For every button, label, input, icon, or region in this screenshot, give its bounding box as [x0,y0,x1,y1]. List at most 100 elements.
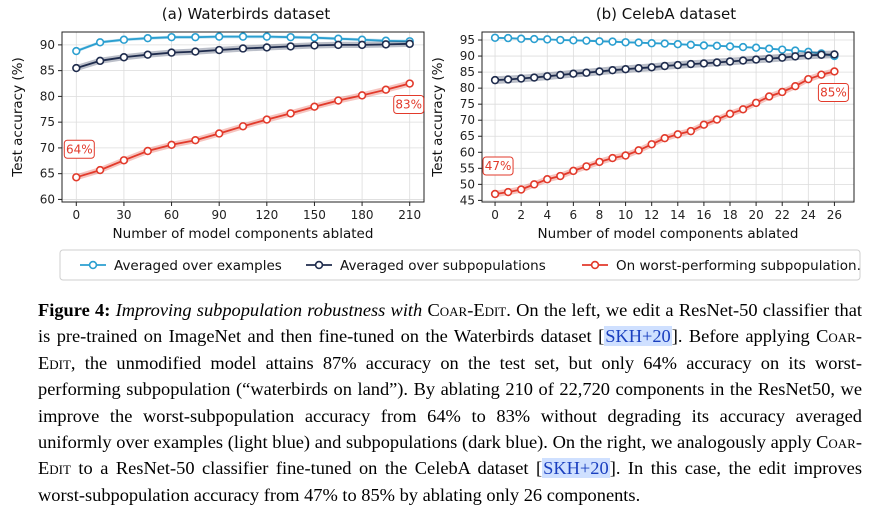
y-tick-label: 80 [40,89,55,103]
point-examples [764,44,774,53]
point-examples [310,33,319,42]
annotation-box [817,82,849,102]
y-tick-label: 90 [40,38,55,52]
annotation-label: 64% [66,142,93,156]
point-examples [530,34,539,44]
point-subpop [490,75,500,85]
point-subpop [530,73,539,82]
point-worst [647,140,656,149]
point-examples [634,38,643,47]
point-examples [738,42,748,52]
point-subpop [95,56,105,66]
caption-cite-1[interactable]: [SKH+20] [598,326,678,347]
point-examples [621,38,630,47]
point-worst [751,98,761,108]
band-examples [76,35,410,53]
y-tick-label: 80 [460,81,475,95]
point-subpop [751,55,761,64]
band-worst [495,68,835,198]
point-worst [381,85,391,94]
point-examples [214,32,224,41]
legend-marker-worst [590,260,600,270]
caption-cite-2[interactable]: [SKH+20] [536,458,616,479]
point-subpop [357,40,367,50]
point-worst [503,187,513,197]
point-subpop [72,63,81,73]
point-subpop [817,50,826,59]
plot-area [482,32,854,202]
point-worst [569,166,578,176]
point-subpop [191,47,200,56]
point-examples [569,36,578,45]
y-tick-label: 45 [460,193,475,207]
point-examples [556,35,565,45]
point-subpop [764,54,774,63]
caption-title: Improving subpopulation robustness with [115,300,423,320]
y-tick-label: 65 [40,167,55,181]
point-subpop [310,41,319,50]
point-subpop [582,68,591,77]
point-examples [660,39,669,48]
point-worst [621,151,630,160]
annotation-label: 85% [820,85,847,99]
point-subpop [791,52,800,61]
point-subpop [725,57,735,66]
point-examples [191,32,200,42]
y-tick-label: 55 [460,161,475,175]
point-examples [595,37,604,46]
caption-text-1: . On the left, we edit a ResNet-50 class… [38,300,862,347]
chart-title: (a) Waterbirds dataset [162,5,331,23]
point-subpop [556,70,565,80]
y-tick-label: 70 [40,141,55,155]
point-examples [238,32,248,41]
point-subpop [686,59,696,69]
point-worst [72,173,81,182]
point-worst [608,153,617,163]
point-examples [647,39,656,48]
point-subpop [119,53,129,62]
point-subpop [778,53,787,62]
caption-text-4: to a ResNet-50 classifier fine-tuned on … [78,458,529,479]
point-examples [167,32,176,42]
point-worst [95,165,105,175]
point-worst [764,92,774,101]
annotation-box [393,95,425,115]
point-worst [143,146,152,156]
point-examples [751,43,761,52]
x-tick-label: 12 [644,208,659,222]
point-worst [817,70,826,79]
caption-method: Coar-Edit [427,300,507,320]
point-subpop [712,58,722,67]
y-tick-label: 60 [460,145,475,159]
point-subpop [516,74,526,83]
point-worst [262,115,272,124]
point-worst [804,74,813,84]
point-subpop [405,39,414,49]
point-subpop [699,59,709,68]
point-examples [143,33,152,43]
point-worst [490,189,500,199]
point-worst [791,82,800,91]
point-examples [608,37,617,46]
caption-method-2: Coar-Edit [38,326,862,373]
point-subpop [262,43,272,52]
point-worst [334,96,343,105]
y-tick-label: 90 [460,49,475,63]
band-worst [76,80,410,181]
point-examples [503,33,513,43]
point-subpop [238,44,248,53]
legend-label-worst: On worst-performing subpopulation. [616,258,861,274]
point-subpop [503,75,513,84]
x-tick-label: 24 [801,208,816,222]
figure-caption: Figure 4: Improving subpopulation robust… [38,297,862,508]
point-subpop [334,40,343,50]
point-examples [725,42,735,51]
x-tick-label: 16 [696,208,711,222]
point-worst [830,67,839,76]
celeba-chart: 0 2 4 6 8 10 12 14 16 18 20 22 24 2645505560657075808… [430,5,855,242]
x-tick-label: 0 [72,208,80,222]
x-axis-label: Number of model components ablated [538,226,799,242]
y-axis-label: Test accuracy (%) [430,57,446,177]
point-worst [214,129,224,138]
point-examples [712,41,722,50]
